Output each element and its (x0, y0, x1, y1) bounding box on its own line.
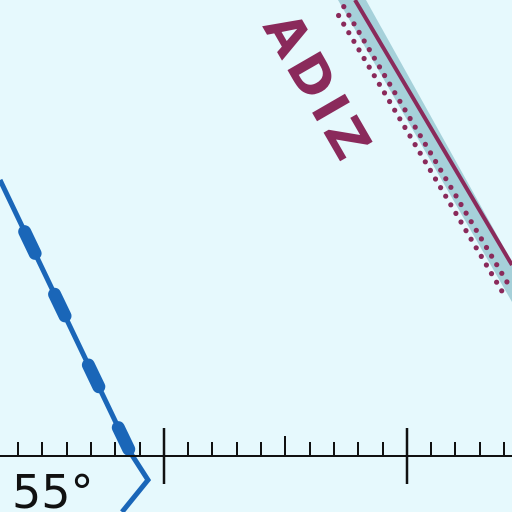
adiz-dot (468, 236, 474, 242)
adiz-dot (392, 107, 398, 113)
adiz-dot (351, 38, 357, 44)
adiz-dot (422, 159, 428, 165)
latitude-label: 55° (12, 465, 94, 512)
adiz-dotted-line (336, 4, 510, 294)
adiz-dot (433, 158, 439, 165)
adiz-dot (458, 219, 464, 225)
boundary-tick (81, 358, 106, 394)
adiz-dot (448, 184, 454, 190)
adiz-dot (504, 279, 510, 285)
adiz-dot (473, 227, 479, 233)
adiz-dot (438, 185, 444, 191)
adiz-dot (346, 12, 352, 18)
adiz-dot (427, 150, 434, 156)
adiz-dot (427, 167, 433, 173)
adiz-dot (402, 107, 408, 113)
adiz-dot (366, 47, 372, 53)
airspace-boundary-line (0, 178, 152, 512)
boundary-tick (111, 421, 136, 456)
adiz-dot (397, 98, 403, 104)
adiz-dot (453, 210, 459, 216)
adiz-dot (448, 202, 454, 208)
adiz-dot (489, 253, 495, 259)
adiz-dot (387, 81, 393, 87)
adiz-dot (407, 133, 413, 139)
adiz-dot (341, 21, 347, 27)
adiz-dot (341, 4, 347, 10)
adiz-dot (453, 193, 459, 199)
boundary-ticks (18, 225, 136, 456)
adiz-dot (376, 64, 383, 70)
adiz-dot (356, 47, 362, 53)
adiz-dot (371, 73, 377, 79)
boundary-tick (18, 225, 42, 260)
adiz-dot (463, 228, 469, 234)
adiz-dot (356, 29, 362, 35)
adiz-dot (499, 288, 505, 294)
adiz-dot (483, 244, 490, 251)
adiz-dot (478, 253, 484, 259)
adiz-dot (473, 245, 479, 251)
adiz-dot (392, 90, 398, 96)
adiz-dot (494, 262, 500, 268)
adiz-dot (463, 210, 469, 216)
adiz-dot (361, 38, 367, 44)
latitude-scale-line (0, 428, 512, 484)
graticule-ticks (17, 428, 505, 484)
adiz-dot (417, 150, 423, 156)
adiz-dot (438, 167, 444, 173)
adiz-dot (397, 116, 403, 122)
adiz-solid-line (353, 0, 512, 267)
adiz-dot (443, 193, 449, 199)
adiz-dot (458, 201, 464, 208)
adiz-dot (483, 262, 489, 268)
adiz-dot (478, 236, 484, 242)
adiz-dot (382, 72, 388, 79)
adiz-dot (402, 124, 408, 130)
adiz-dot (494, 279, 500, 285)
adiz-dot (376, 81, 382, 87)
adiz-dot (488, 271, 495, 277)
adiz-dot (336, 12, 342, 19)
adiz-dot (412, 124, 418, 130)
adiz-dot (387, 98, 393, 105)
adiz-dot (346, 30, 352, 36)
adiz-dot (417, 133, 423, 139)
adiz-dot (361, 55, 367, 62)
adiz-dot (351, 21, 357, 27)
adiz-dot (422, 141, 428, 147)
adiz-dot (443, 176, 449, 182)
adiz-dot (371, 55, 377, 61)
adiz-dot (381, 90, 388, 96)
adiz-dot (499, 270, 505, 276)
boundary-tick (48, 287, 72, 323)
adiz-dot (432, 176, 439, 182)
adiz-boundary-line (336, 0, 512, 302)
adiz-dot (468, 219, 474, 225)
adiz-shade-band (338, 0, 512, 302)
adiz-dot (412, 142, 418, 148)
adiz-dot (407, 115, 413, 122)
adiz-dot (366, 64, 372, 70)
